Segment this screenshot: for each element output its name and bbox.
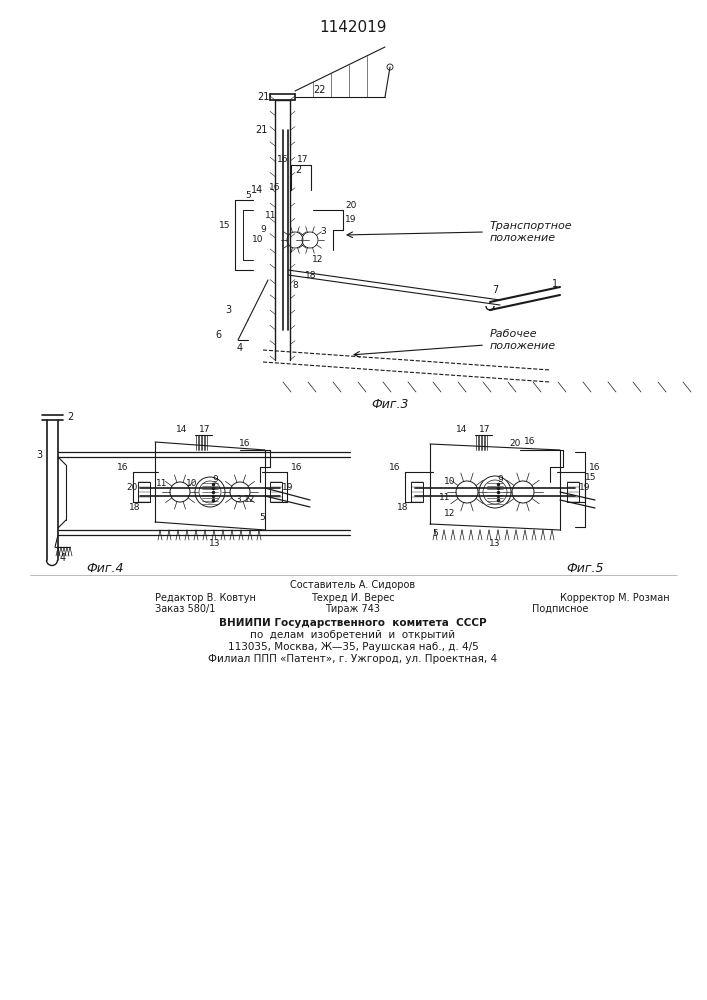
- Text: 16: 16: [239, 440, 251, 448]
- Text: 1142019: 1142019: [320, 20, 387, 35]
- Text: 18: 18: [397, 502, 409, 512]
- Text: Фиг.3: Фиг.3: [371, 398, 409, 412]
- Text: 21: 21: [257, 92, 269, 102]
- Text: Составитель А. Сидоров: Составитель А. Сидоров: [291, 580, 416, 590]
- Text: 17: 17: [297, 155, 309, 164]
- Text: Филиал ППП «Патент», г. Ужгород, ул. Проектная, 4: Филиал ППП «Патент», г. Ужгород, ул. Про…: [209, 654, 498, 664]
- Text: 5: 5: [259, 512, 265, 522]
- Text: 20: 20: [345, 200, 357, 210]
- Text: Транспортное
положение: Транспортное положение: [490, 221, 573, 243]
- Text: 9: 9: [497, 476, 503, 485]
- Text: Редактор В. Ковтун: Редактор В. Ковтун: [155, 593, 256, 603]
- Text: 5: 5: [245, 190, 251, 200]
- Text: Рабочее
положение: Рабочее положение: [490, 329, 556, 351]
- Text: 15: 15: [219, 221, 230, 230]
- Text: Подписное: Подписное: [532, 604, 588, 614]
- Text: 16: 16: [269, 184, 281, 192]
- Text: 11: 11: [265, 211, 276, 220]
- Text: 10: 10: [186, 480, 198, 488]
- Text: 14: 14: [456, 426, 468, 434]
- Text: 113035, Москва, Ж—35, Раушская наб., д. 4/5: 113035, Москва, Ж—35, Раушская наб., д. …: [228, 642, 479, 652]
- Text: 12: 12: [245, 495, 256, 504]
- Text: 10: 10: [252, 235, 264, 244]
- Text: 12: 12: [312, 255, 324, 264]
- Text: 20: 20: [509, 440, 520, 448]
- Text: 11: 11: [156, 480, 168, 488]
- Text: 1: 1: [552, 279, 558, 289]
- Text: 12: 12: [444, 510, 456, 518]
- Text: 10: 10: [444, 478, 456, 487]
- Text: 21: 21: [255, 125, 267, 135]
- Text: 7: 7: [492, 285, 498, 295]
- Text: 9: 9: [260, 226, 266, 234]
- Text: 5: 5: [432, 530, 438, 538]
- Text: ВНИИПИ Государственного  комитета  СССР: ВНИИПИ Государственного комитета СССР: [219, 618, 487, 628]
- Text: 11: 11: [439, 492, 451, 502]
- Text: 15: 15: [585, 473, 597, 482]
- Text: 4: 4: [237, 343, 243, 353]
- Text: 16: 16: [525, 438, 536, 446]
- Text: 14: 14: [176, 426, 187, 434]
- Text: 19: 19: [345, 216, 357, 225]
- Text: 3: 3: [235, 495, 241, 504]
- Text: 16: 16: [117, 462, 129, 472]
- Text: по  делам  изобретений  и  открытий: по делам изобретений и открытий: [250, 630, 455, 640]
- Text: 9: 9: [212, 476, 218, 485]
- Text: 18: 18: [129, 502, 141, 512]
- Text: 14: 14: [251, 185, 263, 195]
- Text: 20: 20: [127, 483, 138, 491]
- Text: 3: 3: [320, 228, 326, 236]
- Text: Корректор М. Розман: Корректор М. Розман: [560, 593, 670, 603]
- Text: 22: 22: [314, 85, 326, 95]
- Text: Фиг.4: Фиг.4: [86, 562, 124, 574]
- Text: Фиг.5: Фиг.5: [566, 562, 604, 574]
- Text: Техред И. Верес: Техред И. Верес: [311, 593, 395, 603]
- Text: 13: 13: [489, 540, 501, 548]
- Text: 6: 6: [215, 330, 221, 340]
- Text: 17: 17: [479, 426, 491, 434]
- Text: 3: 3: [36, 450, 42, 460]
- Text: 3: 3: [225, 305, 231, 315]
- Text: 16: 16: [589, 462, 601, 472]
- Text: 17: 17: [199, 426, 211, 434]
- Text: 2: 2: [295, 165, 301, 175]
- Text: 2: 2: [67, 412, 73, 422]
- Text: 16: 16: [277, 155, 288, 164]
- Text: 18: 18: [305, 270, 317, 279]
- Text: Тираж 743: Тираж 743: [325, 604, 380, 614]
- Text: 8: 8: [292, 280, 298, 290]
- Text: 19: 19: [282, 483, 293, 491]
- Text: Заказ 580/1: Заказ 580/1: [155, 604, 216, 614]
- Text: 16: 16: [390, 462, 401, 472]
- Text: 19: 19: [579, 483, 591, 491]
- Text: 16: 16: [291, 462, 303, 472]
- Text: 4: 4: [60, 553, 66, 563]
- Text: 13: 13: [209, 540, 221, 548]
